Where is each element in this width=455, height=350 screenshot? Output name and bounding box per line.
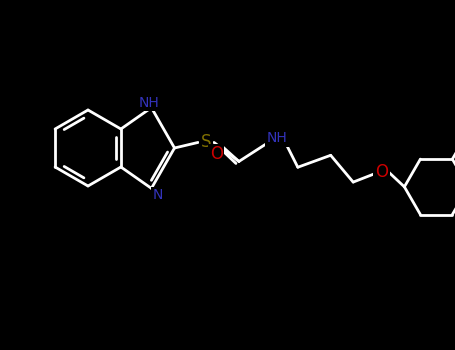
Text: O: O — [375, 163, 388, 181]
Text: N: N — [152, 188, 162, 202]
Text: NH: NH — [139, 96, 160, 110]
Text: NH: NH — [267, 132, 288, 146]
Text: S: S — [201, 133, 211, 152]
Text: O: O — [210, 146, 222, 163]
